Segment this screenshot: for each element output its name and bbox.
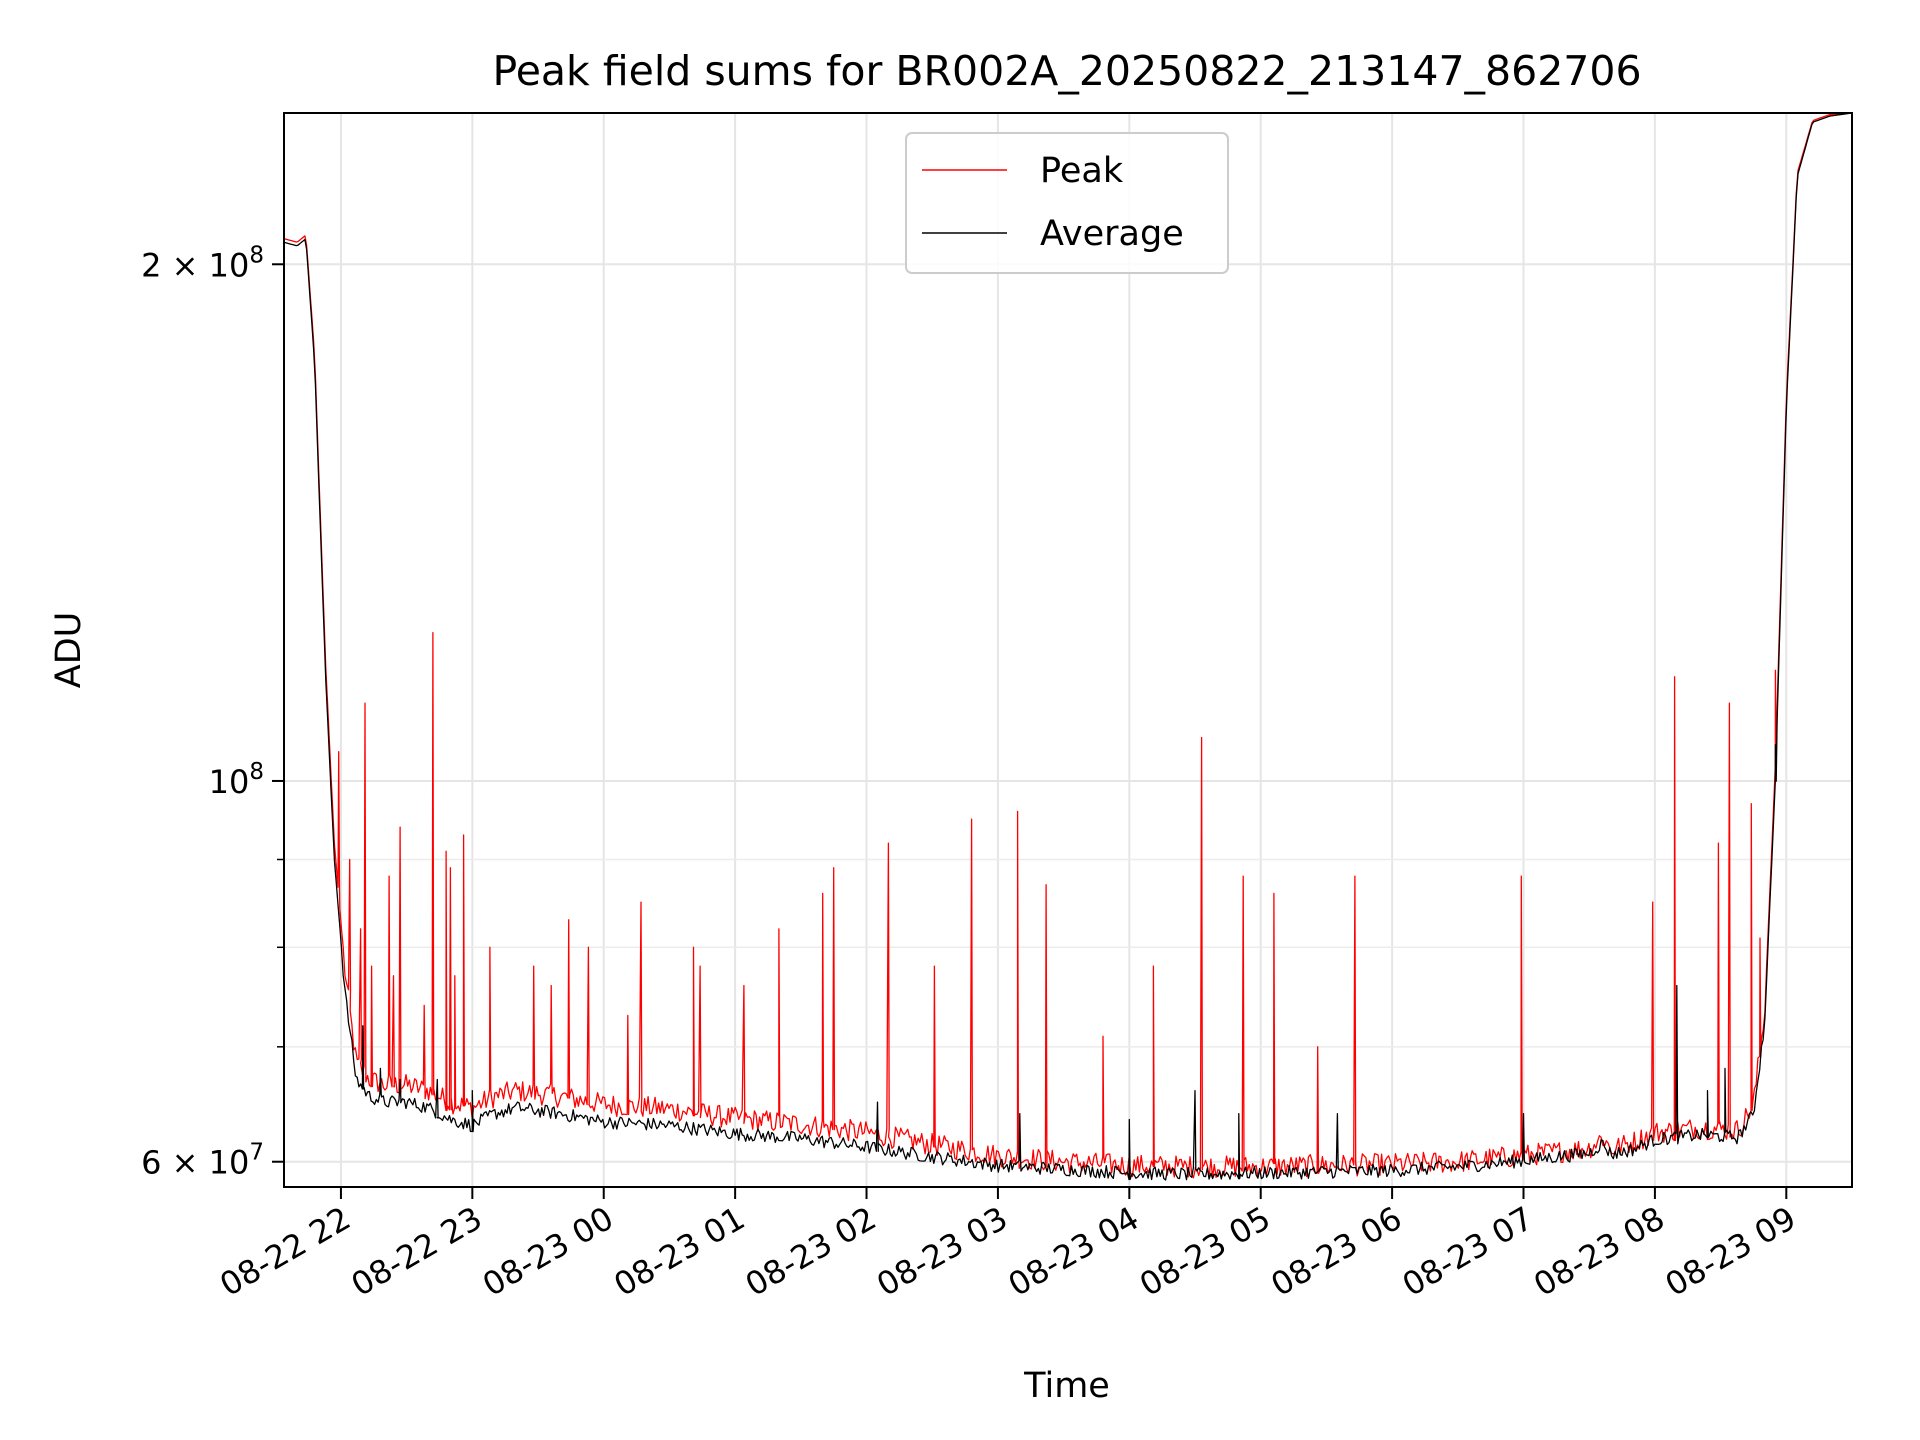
y-axis-label: ADU bbox=[49, 612, 89, 689]
chart-title: Peak field sums for BR002A_20250822_2131… bbox=[492, 47, 1641, 95]
x-tick-label: 08-23 09 bbox=[1659, 1199, 1803, 1304]
legend-average-label: Average bbox=[1040, 214, 1184, 254]
legend-box bbox=[905, 132, 1229, 274]
plot-frame bbox=[283, 112, 1853, 1188]
grid-lines bbox=[284, 113, 1852, 1187]
y-tick-label: 6 × 107 bbox=[141, 1140, 264, 1182]
legend: Peak Average bbox=[905, 132, 1229, 274]
x-tick-label: 08-23 02 bbox=[739, 1199, 883, 1304]
x-tick-label: 08-23 05 bbox=[1133, 1199, 1277, 1304]
x-tick-label: 08-22 22 bbox=[213, 1199, 357, 1304]
x-tick-label: 08-23 06 bbox=[1265, 1199, 1409, 1304]
y-tick-label: 108 bbox=[209, 759, 264, 801]
x-tick-label: 08-23 07 bbox=[1396, 1199, 1540, 1304]
y-axis-ticks: 6 × 107 108 2 × 108 bbox=[141, 242, 284, 1182]
x-tick-label: 08-23 04 bbox=[1002, 1199, 1146, 1304]
x-tick-label: 08-23 08 bbox=[1527, 1199, 1671, 1304]
x-axis-label: Time bbox=[1023, 1366, 1110, 1406]
series-line-average bbox=[283, 112, 1853, 1181]
y-tick-label: 2 × 108 bbox=[141, 242, 264, 284]
x-tick-label: 08-23 00 bbox=[476, 1199, 620, 1304]
x-tick-label: 08-23 01 bbox=[608, 1199, 752, 1304]
x-tick-label: 08-22 23 bbox=[345, 1199, 489, 1304]
legend-peak-label: Peak bbox=[1040, 151, 1124, 191]
plot-series bbox=[283, 112, 1853, 1181]
x-tick-label: 08-23 03 bbox=[870, 1199, 1014, 1304]
